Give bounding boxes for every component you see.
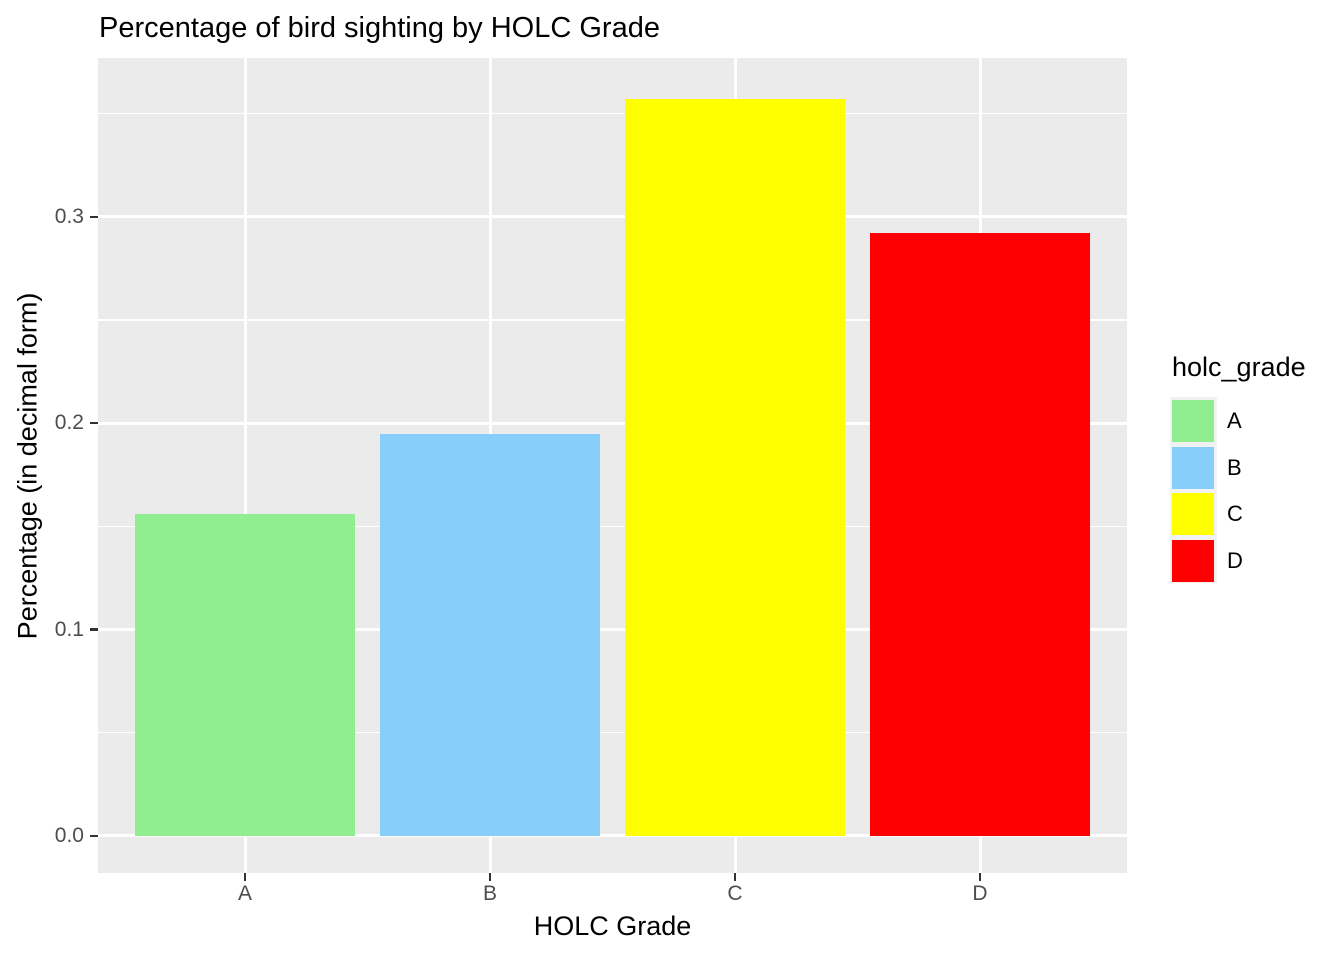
x-axis-tick bbox=[243, 873, 247, 881]
y-tick-label: 0.2 bbox=[54, 411, 84, 435]
bar-C bbox=[624, 99, 846, 836]
x-axis-tick bbox=[488, 873, 492, 881]
legend-key-A bbox=[1172, 400, 1214, 442]
gridline-minor-y bbox=[98, 112, 1127, 115]
legend-label-D: D bbox=[1227, 547, 1243, 573]
y-axis-tick bbox=[90, 422, 98, 425]
bar-A bbox=[134, 513, 356, 836]
gridline-major-y bbox=[98, 834, 1127, 838]
y-tick-label: 0.0 bbox=[54, 823, 84, 847]
gridline-major-y bbox=[98, 215, 1127, 219]
legend-title: holc_grade bbox=[1172, 352, 1306, 382]
y-tick-label: 0.1 bbox=[54, 617, 84, 641]
y-axis-tick bbox=[90, 834, 98, 837]
legend-label-C: C bbox=[1227, 501, 1243, 526]
x-tick-label-A: A bbox=[237, 882, 253, 905]
gridline-minor-y bbox=[98, 525, 1127, 528]
y-tick-label: 0.3 bbox=[54, 204, 84, 228]
gridline-minor-y bbox=[98, 319, 1127, 321]
legend-label-A: A bbox=[1227, 408, 1242, 433]
x-axis-title: HOLC Grade bbox=[533, 911, 692, 941]
chart-title: Percentage of bird sighting by HOLC Grad… bbox=[99, 12, 660, 44]
bar-D bbox=[869, 233, 1091, 836]
gridline-minor-y bbox=[98, 731, 1127, 734]
x-axis-tick bbox=[978, 873, 982, 881]
legend-key-D bbox=[1172, 539, 1214, 582]
plot-panel bbox=[98, 58, 1127, 873]
y-axis-tick bbox=[90, 628, 98, 631]
x-tick-label-D: D bbox=[972, 882, 988, 905]
legend-key-C bbox=[1172, 493, 1214, 535]
y-axis-title: Percentage (in decimal form) bbox=[12, 292, 43, 640]
gridline-major-y bbox=[98, 421, 1127, 425]
gridline-major-y bbox=[98, 628, 1127, 632]
x-tick-label-C: C bbox=[727, 882, 743, 905]
bar-B bbox=[379, 433, 601, 836]
x-axis-tick bbox=[733, 873, 737, 881]
gridline-major-x bbox=[243, 58, 247, 873]
legend-label-B: B bbox=[1227, 454, 1242, 480]
y-axis-tick bbox=[90, 215, 98, 218]
x-tick-label-B: B bbox=[482, 882, 498, 905]
legend-key-B bbox=[1172, 446, 1214, 489]
